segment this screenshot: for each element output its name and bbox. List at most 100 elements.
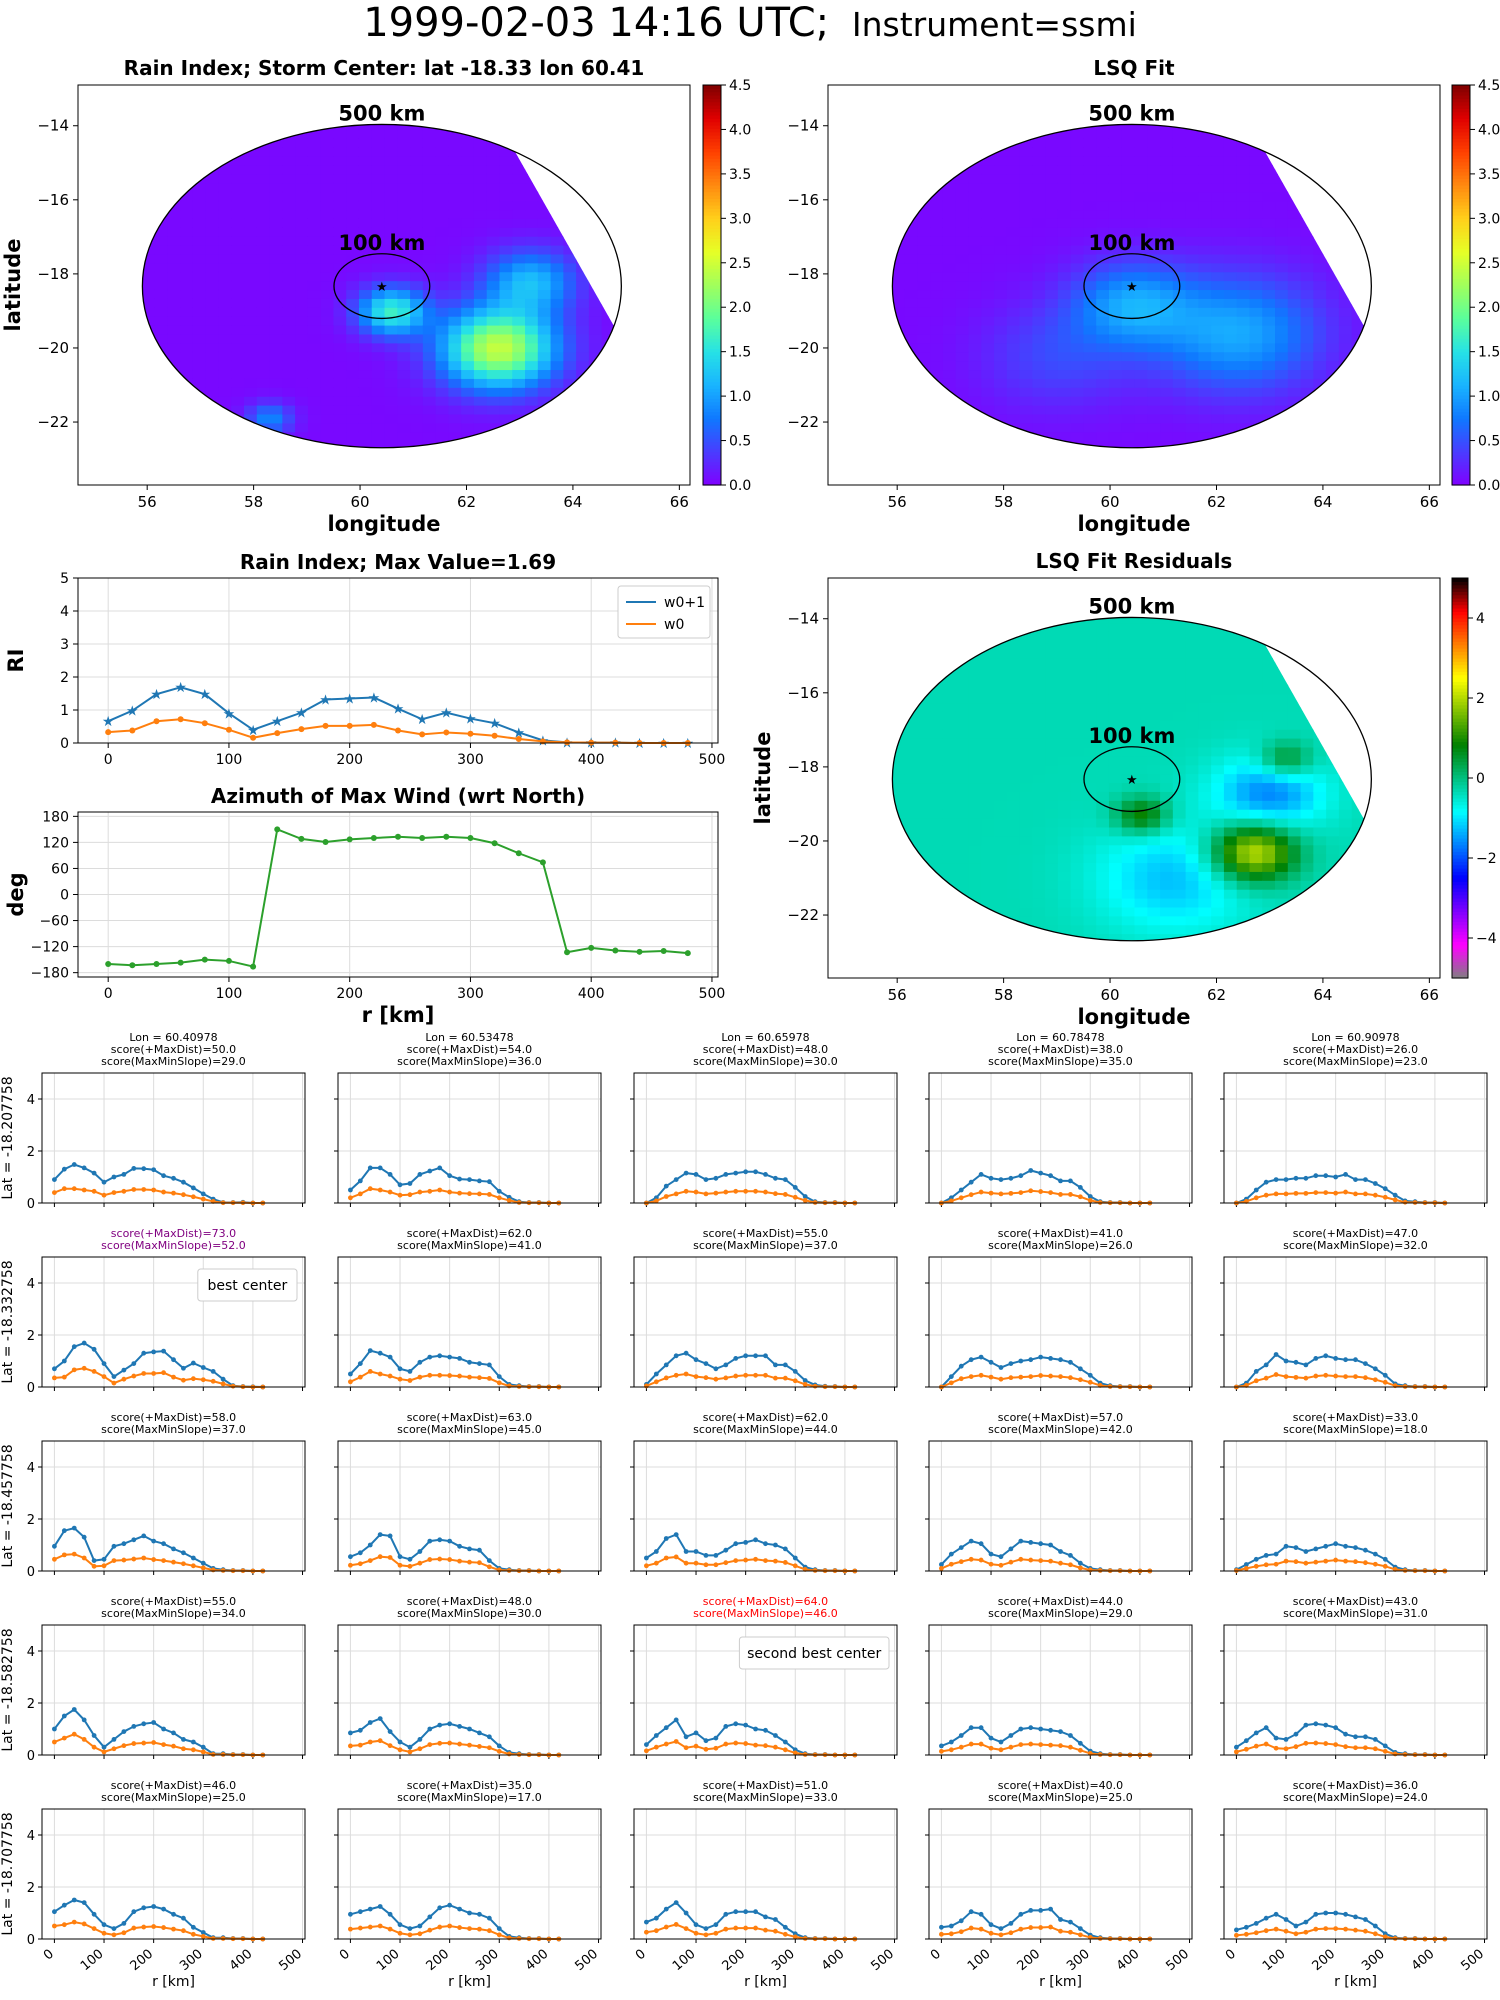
heatmap-cell	[1172, 325, 1187, 335]
heatmap-cell	[1108, 316, 1123, 326]
heatmap-cell	[1185, 307, 1199, 317]
heatmap-cell	[1147, 271, 1161, 282]
heatmap-cell	[410, 307, 424, 317]
heatmap-cell	[167, 280, 181, 291]
heatmap-cell	[1045, 245, 1059, 255]
heatmap-cell	[1198, 342, 1212, 353]
heatmap-cell	[218, 218, 232, 228]
heatmap-cell	[422, 200, 437, 211]
heatmap-cell	[269, 165, 283, 175]
heatmap-cell	[1121, 165, 1136, 175]
heatmap-cell	[1249, 147, 1263, 157]
heatmap-cell	[384, 307, 398, 317]
heatmap-cell	[358, 218, 373, 228]
heatmap-cell	[892, 253, 906, 264]
colorbar-segment	[1452, 278, 1470, 283]
heatmap-cell	[282, 351, 296, 362]
heatmap-cell	[588, 342, 603, 353]
heatmap-cell	[384, 245, 398, 255]
heatmap-cell	[1198, 147, 1212, 157]
heatmap-cell	[1147, 245, 1161, 255]
heatmap-cell	[512, 218, 526, 228]
heatmap-cell	[1185, 360, 1199, 371]
heatmap-cell	[1172, 156, 1187, 166]
colorbar-segment	[1452, 175, 1470, 179]
heatmap-cell	[1236, 333, 1251, 344]
heatmap-cell	[1121, 378, 1136, 388]
heatmap-cell	[1057, 405, 1072, 415]
colorbar-segment	[703, 95, 721, 99]
heatmap-cell	[244, 227, 258, 237]
heatmap-cell	[269, 289, 283, 299]
heatmap-cell	[486, 156, 501, 166]
heatmap-cell	[422, 307, 437, 317]
heatmap-cell	[384, 289, 398, 299]
heatmap-cell	[968, 378, 982, 388]
heatmap-cell	[473, 405, 488, 415]
heatmap-cell	[295, 431, 309, 442]
heatmap-cell	[1070, 200, 1085, 211]
heatmap-cell	[1108, 387, 1123, 397]
heatmap-cell	[154, 271, 169, 282]
heatmap-cell	[384, 271, 398, 282]
heatmap-cell	[358, 387, 373, 397]
heatmap-cell	[256, 396, 271, 406]
ring-label: 100 km	[1088, 231, 1175, 255]
heatmap-cell	[180, 245, 194, 255]
heatmap-cell	[1160, 307, 1174, 317]
heatmap-cell	[256, 378, 271, 388]
heatmap-cell	[1313, 76, 1326, 85]
heatmap-cell	[512, 280, 526, 291]
colorbar-segment	[703, 341, 721, 346]
colorbar-segment	[703, 165, 721, 169]
heatmap-cell	[1057, 360, 1072, 371]
heatmap-cell	[358, 396, 373, 406]
heatmap-cell	[1172, 200, 1187, 211]
heatmap-cell	[1057, 147, 1072, 157]
heatmap-cell	[205, 289, 220, 299]
heatmap-cell	[904, 271, 919, 282]
heatmap-cell	[525, 236, 539, 246]
heatmap-cell	[1019, 245, 1033, 255]
colorbar-segment	[703, 458, 721, 463]
heatmap-cell	[422, 431, 437, 442]
colorbar-frame	[1451, 84, 1471, 486]
heatmap-cell	[1070, 333, 1085, 344]
heatmap-cell	[1249, 387, 1263, 397]
heatmap-cell	[282, 316, 296, 326]
heatmap-cell	[1275, 316, 1289, 326]
heatmap-cell	[269, 422, 283, 433]
heatmap-cell	[295, 138, 309, 148]
heatmap-cell	[942, 236, 957, 246]
heatmap-cell	[231, 351, 245, 362]
storm-center-marker: ★	[376, 280, 388, 295]
heatmap-cell	[295, 253, 309, 264]
heatmap-cell	[1223, 325, 1238, 335]
heatmap-cell	[448, 325, 462, 335]
heatmap-cell	[1147, 307, 1161, 317]
colorbar-tick-label: 4.0	[1478, 122, 1500, 138]
heatmap-cell	[410, 165, 424, 175]
heatmap-cell	[371, 245, 386, 255]
heatmap-cell	[1019, 236, 1033, 246]
heatmap-cell	[320, 245, 335, 255]
heatmap-cell	[930, 218, 944, 228]
heatmap-cell	[282, 227, 296, 237]
heatmap-cell	[1134, 431, 1148, 442]
heatmap-cell	[499, 209, 513, 219]
heatmap-cell	[1108, 413, 1123, 424]
heatmap-cell	[968, 360, 982, 371]
heatmap-cell	[525, 227, 539, 237]
heatmap-cell	[588, 333, 603, 344]
heatmap-cell	[1223, 298, 1238, 308]
heatmap-cell	[320, 396, 335, 406]
heatmap-cell	[410, 124, 424, 131]
heatmap-cell	[955, 191, 970, 202]
heatmap-cell	[307, 342, 322, 353]
heatmap-cell	[244, 209, 258, 219]
heatmap-cell	[1249, 289, 1263, 299]
heatmap-cell	[448, 378, 462, 388]
heatmap-cell	[1338, 307, 1353, 317]
colorbar-segment	[1452, 115, 1470, 119]
colorbar-segment	[703, 398, 721, 403]
